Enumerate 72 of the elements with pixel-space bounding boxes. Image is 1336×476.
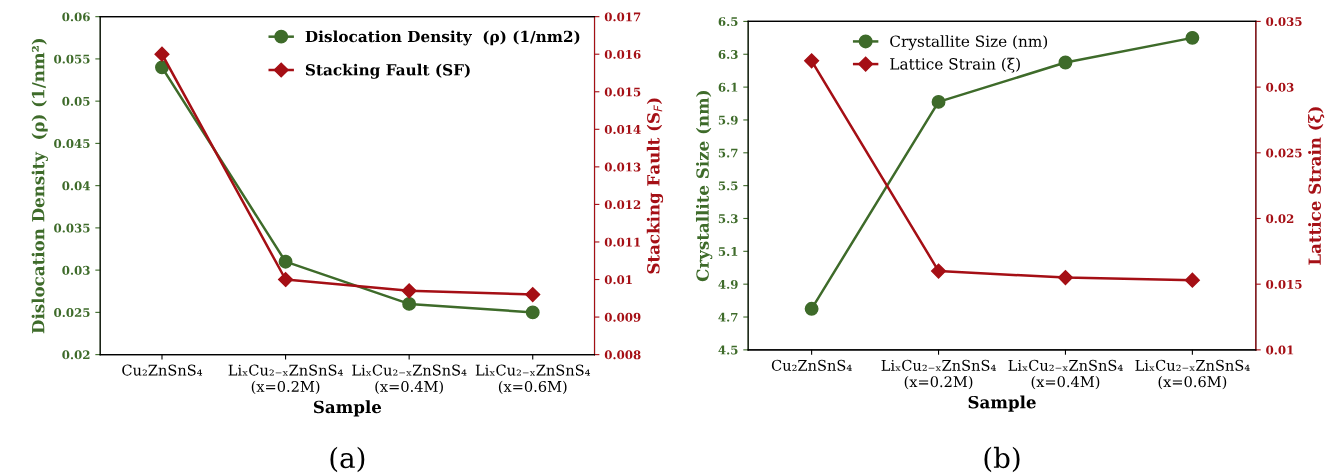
y-tick-label: 6.5 xyxy=(718,17,738,27)
y2-tick-label: 0.015 xyxy=(1266,279,1302,289)
y-tick-label: 0.06 xyxy=(62,12,90,22)
y2-tick-label: 0.03 xyxy=(1266,82,1294,92)
point xyxy=(1185,30,1200,45)
y-tick-label: 0.03 xyxy=(62,265,90,275)
point xyxy=(401,283,417,299)
point xyxy=(931,94,946,109)
y-tick-label: 0.035 xyxy=(54,223,90,233)
y-tick-label: 5.5 xyxy=(718,181,738,191)
x-tick-label: LiₓCu₂₋ₓZnSnS₄ (x=0.6M) xyxy=(1135,359,1250,390)
y2-tick-label: 0.016 xyxy=(604,49,641,59)
y-axis-title: Crystallite Size (nm) xyxy=(695,90,713,282)
point xyxy=(804,53,820,69)
point xyxy=(1184,272,1200,288)
y-tick-label: 6.1 xyxy=(718,82,738,92)
y2-tick-label: 0.014 xyxy=(604,125,641,134)
x-tick-label: LiₓCu₂₋ₓZnSnS₄ (x=0.2M) xyxy=(228,364,343,395)
text: (a) xyxy=(330,446,365,473)
y-tick-label: 0.04 xyxy=(62,181,90,191)
point xyxy=(525,305,540,320)
y2-axis-title: Lattice Strain (ξ) xyxy=(1308,107,1325,265)
legend-label: Crystallite Size (nm) xyxy=(890,35,1048,51)
x-tick-label: Cu₂ZnSnS₄ xyxy=(122,364,203,376)
point xyxy=(154,46,170,62)
y2-tick-label: 0.011 xyxy=(604,237,641,247)
x-tick-label: Cu₂ZnSnS₄ xyxy=(771,359,852,371)
y2-tick-label: 0.009 xyxy=(604,312,641,322)
y-axis-title: Dislocation Density (ρ) (1/nm²) xyxy=(31,38,48,334)
y-tick-label: 4.7 xyxy=(718,312,738,322)
y-tick-label: 4.9 xyxy=(718,279,738,289)
y-tick-label: 0.055 xyxy=(54,54,90,64)
y-tick-label: 5.9 xyxy=(718,115,738,125)
point xyxy=(525,286,541,303)
x-tick-label: LiₓCu₂₋ₓZnSnS₄ (x=0.2M) xyxy=(881,359,996,390)
point xyxy=(804,301,819,316)
y2-tick-label: 0.015 xyxy=(604,87,641,97)
y-tick-label: 5.7 xyxy=(718,148,738,158)
legend-label: Dislocation Density (ρ) (1/nm2) xyxy=(305,30,580,46)
point xyxy=(1058,55,1073,70)
point xyxy=(277,271,294,288)
legend-label: Lattice Strain (ξ) xyxy=(890,57,1020,73)
y2-tick-label: 0.017 xyxy=(604,12,641,22)
y-tick-label: 0.045 xyxy=(54,139,90,149)
y-tick-label: 6.3 xyxy=(718,49,738,59)
point xyxy=(402,296,417,311)
y2-tick-label: 0.025 xyxy=(1266,148,1302,158)
y2-tick-label: 0.01 xyxy=(604,275,632,285)
y2-tick-label: 0.013 xyxy=(604,162,641,172)
y-tick-label: 0.05 xyxy=(62,96,90,106)
y-tick-label: 5.3 xyxy=(718,214,738,224)
y2-tick-label: 0.01 xyxy=(1266,345,1294,355)
y2-tick-label: 0.02 xyxy=(1266,214,1294,224)
x-axis-title: Sample xyxy=(968,395,1036,412)
point xyxy=(1057,270,1074,286)
y-tick-label: 0.025 xyxy=(54,308,90,318)
y2-axis-title: Stacking Fault (S$_{F}$) xyxy=(646,98,664,274)
point xyxy=(930,263,947,279)
text: (b) xyxy=(984,446,1020,473)
legend-label: Stacking Fault (SF) xyxy=(305,63,470,79)
y-tick-label: 4.5 xyxy=(718,345,738,355)
point xyxy=(278,254,293,269)
y-tick-label: 0.02 xyxy=(62,350,90,360)
y2-tick-label: 0.008 xyxy=(604,350,641,360)
y2-tick-label: 0.012 xyxy=(604,200,641,210)
point xyxy=(155,60,169,75)
x-tick-label: LiₓCu₂₋ₓZnSnS₄ (x=0.4M) xyxy=(352,364,467,395)
y2-tick-label: 0.035 xyxy=(1266,17,1302,27)
y-tick-label: 5.1 xyxy=(718,247,738,256)
x-axis-title: Sample xyxy=(313,400,382,417)
x-tick-label: LiₓCu₂₋ₓZnSnS₄ (x=0.4M) xyxy=(1008,359,1123,390)
x-tick-label: LiₓCu₂₋ₓZnSnS₄ (x=0.6M) xyxy=(475,364,591,395)
